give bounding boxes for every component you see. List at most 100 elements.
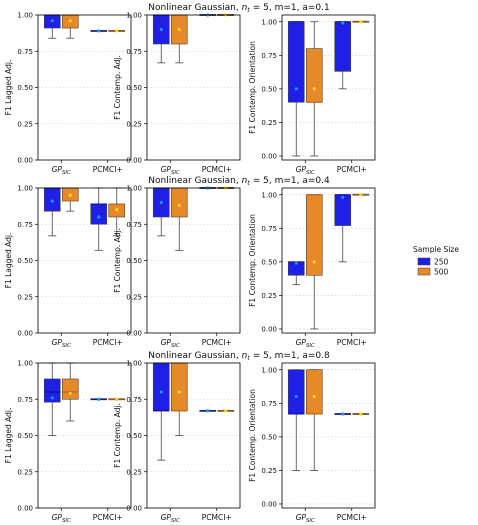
y-tick-label: 0.00: [17, 330, 33, 338]
mean-marker: [294, 261, 298, 265]
subplot-r2c3: 0.00 0.25 0.50 0.75 1.00 GPSIC PCMCI+ F1 Contem…: [248, 187, 376, 349]
box-body: [170, 187, 188, 218]
y-tick-label: 0.00: [17, 157, 33, 165]
box-pcmci-250: [90, 187, 108, 251]
mean-marker: [97, 29, 101, 33]
box-body: [90, 203, 108, 225]
x-tick-label: PCMCI+: [93, 338, 123, 347]
mean-marker: [50, 19, 54, 23]
legend-swatch: [417, 257, 431, 266]
mean-marker: [115, 397, 119, 401]
y-tick-label: 0.00: [261, 501, 277, 509]
x-tick-label: GPSIC: [52, 165, 71, 176]
box-gpsic-500: [170, 14, 188, 64]
y-tick-label: 0.25: [17, 120, 33, 128]
y-tick-label: 0.75: [126, 221, 142, 229]
axes-frame: [281, 14, 376, 161]
mean-marker: [115, 208, 119, 212]
y-tick-label: 0.00: [17, 505, 33, 513]
subplot-r2c1: 0.00 0.25 0.50 0.75 1.00 GPSIC PCMCI+ F1 Lagged…: [4, 185, 132, 349]
y-axis-label: F1 Contemp. Orientation: [248, 214, 257, 307]
y-tick-label: 0.00: [261, 153, 277, 161]
mean-marker: [177, 390, 181, 394]
subplot-r1c2: 0.00 0.25 0.50 0.75 1.00 GPSIC PCMCI+ F1 Contem…: [113, 12, 241, 176]
legend-title: Sample Size: [413, 245, 459, 254]
mean-marker: [50, 199, 54, 203]
y-tick-label: 0.25: [17, 293, 33, 301]
box-gpsic-500: [61, 362, 79, 422]
y-tick-label: 0.50: [261, 433, 277, 441]
legend-entry-500: 500: [417, 267, 449, 277]
box-pcmci-250: [90, 397, 108, 401]
y-tick-label: 1.00: [126, 12, 142, 20]
box-gpsic-250: [43, 362, 61, 436]
y-tick-label: 0.00: [126, 505, 142, 513]
mean-marker: [312, 260, 316, 264]
y-tick-label: 1.00: [261, 366, 277, 374]
mean-marker: [68, 391, 72, 396]
box-pcmci-500: [352, 412, 370, 416]
subplot-r1c3: 0.00 0.25 0.50 0.75 1.00 GPSIC PCMCI+ F1 Contem…: [248, 14, 376, 176]
box-gpsic-500: [61, 14, 79, 39]
box-body: [61, 378, 79, 400]
y-axis-label: F1 Contemp. Adj.: [113, 55, 122, 120]
box-gpsic-250: [287, 21, 305, 157]
subplot-r3c1: 0.00 0.25 0.50 0.75 1.00 GPSIC PCMCI+ F1 Lagged…: [4, 360, 132, 524]
legend-entry-250: 250: [417, 257, 449, 267]
axes-frame: [281, 187, 376, 334]
y-tick-label: 0.25: [126, 120, 142, 128]
y-tick-label: 0.50: [126, 432, 142, 440]
box-body: [305, 48, 323, 103]
y-tick-label: 1.00: [17, 185, 33, 193]
box-body: [305, 369, 323, 415]
mean-marker: [359, 20, 363, 24]
box-body: [334, 21, 352, 72]
y-tick-label: 0.25: [126, 293, 142, 301]
mean-marker: [115, 29, 119, 33]
x-tick-label: PCMCI+: [202, 513, 232, 522]
box-pcmci-250: [199, 409, 217, 413]
x-tick-label: PCMCI+: [202, 338, 232, 347]
box-gpsic-250: [287, 261, 305, 286]
x-tick-label: PCMCI+: [202, 165, 232, 174]
y-tick-label: 0.50: [126, 84, 142, 92]
x-tick-label: PCMCI+: [337, 165, 367, 174]
mean-marker: [50, 396, 54, 400]
box-gpsic-500: [305, 369, 323, 471]
mean-marker: [68, 19, 72, 23]
box-pcmci-500: [108, 187, 126, 237]
y-axis-label: F1 Contemp. Adj.: [113, 403, 122, 468]
y-axis-label: F1 Contemp. Adj.: [113, 228, 122, 293]
box-gpsic-250: [287, 369, 305, 471]
box-gpsic-250: [152, 14, 170, 64]
y-tick-label: 0.25: [261, 292, 277, 300]
box-pcmci-250: [334, 21, 352, 90]
legend-swatch: [417, 267, 431, 276]
box-gpsic-250: [152, 362, 170, 461]
mean-marker: [177, 27, 181, 32]
y-tick-label: 1.00: [126, 185, 142, 193]
y-tick-label: 1.00: [17, 360, 33, 368]
box-pcmci-250: [334, 412, 352, 416]
box-gpsic-500: [305, 21, 323, 157]
x-tick-label: PCMCI+: [93, 513, 123, 522]
subplot-r1c1: 0.00 0.25 0.50 0.75 1.00 GPSIC PCMCI+ F1 Lagged…: [4, 12, 132, 176]
mean-marker: [159, 27, 163, 32]
mean-marker: [294, 87, 298, 91]
box-pcmci-500: [108, 397, 126, 401]
mean-marker: [294, 394, 298, 399]
y-tick-label: 0.75: [261, 225, 277, 233]
y-tick-label: 0.50: [261, 85, 277, 93]
mean-marker: [341, 21, 345, 25]
x-tick-label: GPSIC: [296, 165, 315, 176]
subplot-r2c2: 0.00 0.25 0.50 0.75 1.00 GPSIC PCMCI+ F1 Contem…: [113, 185, 241, 349]
y-tick-label: 0.75: [261, 400, 277, 408]
row-title-2: Nonlinear Gaussian, nt = 5, m=1, a=0.4: [148, 176, 330, 187]
y-tick-label: 0.00: [261, 326, 277, 334]
box-pcmci-500: [352, 193, 370, 197]
y-tick-label: 0.25: [17, 468, 33, 476]
y-axis-label: F1 Contemp. Orientation: [248, 41, 257, 134]
mean-marker: [224, 409, 228, 413]
y-tick-label: 1.00: [17, 12, 33, 20]
